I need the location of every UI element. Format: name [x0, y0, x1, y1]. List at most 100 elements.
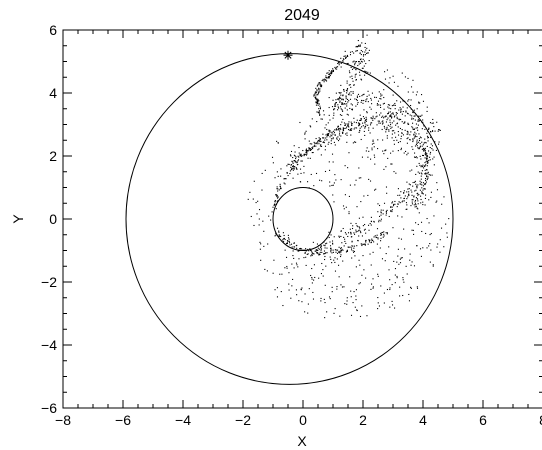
- particle-point: [398, 118, 400, 120]
- particle-point: [426, 178, 428, 181]
- particle-point: [391, 126, 393, 128]
- particle-point: [347, 129, 350, 131]
- particle-point: [357, 64, 359, 67]
- particle-point: [320, 154, 322, 156]
- particle-point: [360, 58, 362, 60]
- particle-point: [385, 214, 387, 216]
- particle-point: [381, 94, 383, 96]
- particle-point: [316, 249, 318, 251]
- particle-point: [354, 62, 356, 64]
- particle-point: [313, 95, 315, 97]
- particle-point: [388, 269, 390, 271]
- particle-point: [339, 315, 341, 317]
- particle-point: [344, 194, 346, 196]
- particle-point: [426, 217, 428, 220]
- particle-point: [423, 125, 425, 127]
- particle-point: [362, 55, 365, 57]
- particle-point: [346, 132, 348, 134]
- particle-point: [420, 166, 422, 168]
- particle-point: [414, 201, 416, 203]
- particle-point: [317, 104, 319, 106]
- particle-point: [381, 258, 384, 260]
- particle-point: [421, 94, 423, 96]
- particle-point: [308, 288, 310, 290]
- particle-point: [329, 181, 331, 183]
- particle-point: [286, 245, 289, 247]
- particle-point: [412, 111, 414, 114]
- particle-point: [312, 146, 314, 148]
- particle-point: [318, 143, 320, 145]
- particle-point: [425, 160, 427, 163]
- particle-point: [277, 200, 279, 202]
- particle-point: [411, 203, 414, 205]
- particle-point: [280, 175, 282, 177]
- particle-point: [364, 70, 366, 72]
- particle-point: [405, 208, 407, 210]
- particle-point: [396, 112, 398, 114]
- particle-point: [347, 246, 349, 248]
- particle-point: [351, 123, 353, 125]
- particle-point: [396, 261, 398, 263]
- particle-point: [385, 253, 387, 255]
- particle-point: [366, 95, 368, 97]
- particle-point: [412, 181, 414, 184]
- particle-point: [417, 223, 419, 226]
- particle-point: [318, 91, 320, 93]
- particle-point: [413, 156, 416, 158]
- particle-point: [419, 146, 421, 148]
- particle-point: [261, 189, 263, 191]
- particle-point: [288, 238, 290, 240]
- particle-point: [338, 92, 340, 94]
- particle-point: [320, 246, 322, 249]
- particle-point: [364, 228, 366, 230]
- particle-point: [341, 103, 343, 105]
- particle-point: [407, 152, 409, 154]
- particle-point: [280, 291, 282, 293]
- particle-point: [342, 227, 344, 230]
- particle-point: [331, 72, 333, 74]
- particle-point: [318, 108, 320, 110]
- particle-point: [419, 189, 421, 191]
- particle-point: [284, 178, 286, 180]
- particle-point: [323, 79, 325, 81]
- particle-point: [319, 82, 321, 84]
- particle-point: [317, 92, 319, 94]
- particle-point: [414, 152, 416, 154]
- particle-point: [261, 172, 263, 174]
- particle-point: [410, 131, 412, 133]
- particle-point: [408, 191, 410, 193]
- particle-point: [316, 90, 318, 92]
- particle-point: [306, 153, 308, 155]
- particle-point: [300, 172, 302, 174]
- particle-point: [365, 277, 367, 279]
- particle-point: [383, 302, 385, 304]
- particle-point: [312, 148, 314, 150]
- particle-point: [333, 236, 335, 238]
- particle-point: [340, 66, 342, 68]
- particle-point: [276, 171, 278, 173]
- particle-point: [398, 109, 400, 111]
- particle-point: [368, 127, 370, 129]
- particle-point: [411, 169, 413, 171]
- particle-point: [391, 163, 393, 165]
- particle-point: [339, 130, 341, 132]
- particle-point: [408, 188, 410, 190]
- particle-point: [371, 92, 374, 94]
- particle-point: [375, 116, 377, 118]
- particle-point: [374, 235, 376, 237]
- particle-point: [313, 145, 315, 148]
- particle-point: [347, 62, 349, 65]
- x-tick-label: 6: [479, 412, 487, 428]
- particle-point: [377, 308, 379, 310]
- particle-point: [348, 246, 350, 248]
- particle-point: [284, 238, 286, 241]
- particle-point: [438, 141, 440, 143]
- particle-point: [349, 107, 351, 110]
- particle-point: [411, 146, 413, 148]
- particle-point: [343, 90, 345, 92]
- particle-point: [347, 235, 349, 238]
- particle-point: [355, 69, 357, 71]
- particle-point: [350, 232, 352, 234]
- particle-point: [346, 55, 349, 57]
- particle-point: [421, 165, 423, 167]
